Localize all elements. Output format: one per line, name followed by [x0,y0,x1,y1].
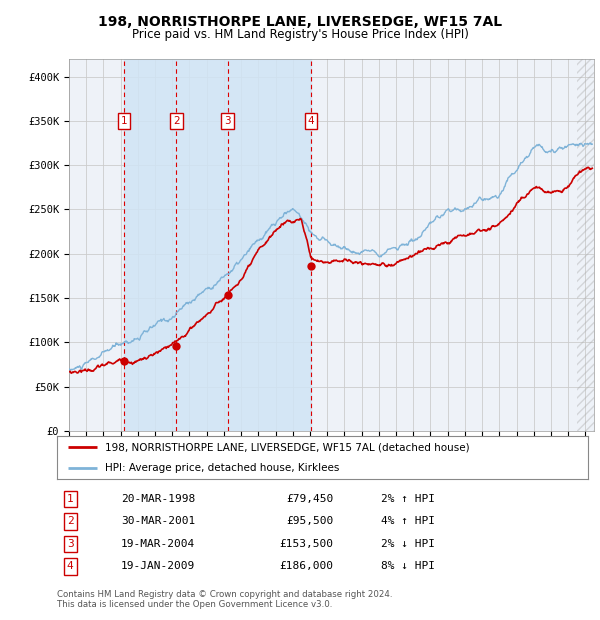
Text: 19-JAN-2009: 19-JAN-2009 [121,562,195,572]
Text: 1: 1 [67,494,74,504]
Text: 2: 2 [173,116,180,126]
Text: 2% ↑ HPI: 2% ↑ HPI [381,494,435,504]
Text: 4% ↑ HPI: 4% ↑ HPI [381,516,435,526]
Text: 8% ↓ HPI: 8% ↓ HPI [381,562,435,572]
Text: £153,500: £153,500 [279,539,333,549]
Text: 30-MAR-2001: 30-MAR-2001 [121,516,195,526]
Text: 2% ↓ HPI: 2% ↓ HPI [381,539,435,549]
Bar [124,59,311,431]
Text: 19-MAR-2004: 19-MAR-2004 [121,539,195,549]
Text: 198, NORRISTHORPE LANE, LIVERSEDGE, WF15 7AL: 198, NORRISTHORPE LANE, LIVERSEDGE, WF15… [98,16,502,30]
Text: This data is licensed under the Open Government Licence v3.0.: This data is licensed under the Open Gov… [57,600,332,609]
Text: 2: 2 [67,516,74,526]
Text: 4: 4 [308,116,314,126]
Text: 20-MAR-1998: 20-MAR-1998 [121,494,195,504]
Text: Price paid vs. HM Land Registry's House Price Index (HPI): Price paid vs. HM Land Registry's House … [131,28,469,41]
Text: 4: 4 [67,562,74,572]
Text: 1: 1 [121,116,128,126]
Text: £79,450: £79,450 [286,494,333,504]
Text: 198, NORRISTHORPE LANE, LIVERSEDGE, WF15 7AL (detached house): 198, NORRISTHORPE LANE, LIVERSEDGE, WF15… [105,442,469,452]
Text: 3: 3 [224,116,231,126]
Text: HPI: Average price, detached house, Kirklees: HPI: Average price, detached house, Kirk… [105,463,339,473]
Text: Contains HM Land Registry data © Crown copyright and database right 2024.: Contains HM Land Registry data © Crown c… [57,590,392,600]
Text: £95,500: £95,500 [286,516,333,526]
Text: 3: 3 [67,539,74,549]
Text: £186,000: £186,000 [279,562,333,572]
